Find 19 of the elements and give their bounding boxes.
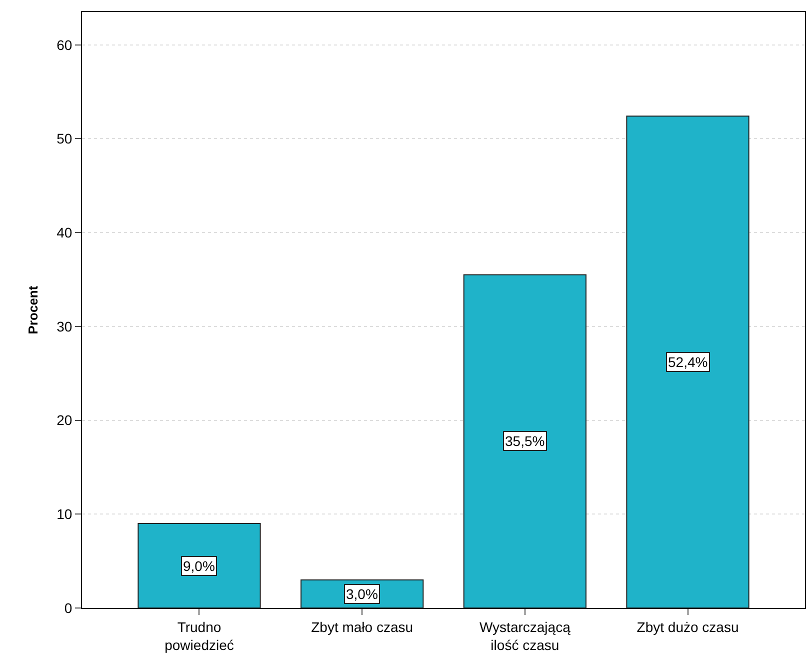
y-tick-label: 30 <box>56 318 72 334</box>
y-tick-label: 50 <box>56 130 72 147</box>
bar <box>463 274 586 608</box>
y-tick-label: 10 <box>56 506 72 522</box>
y-tick-label: 60 <box>56 36 72 53</box>
data-label: 52,4% <box>668 354 708 370</box>
y-tick-label: 20 <box>56 412 72 428</box>
y-tick-label: 0 <box>64 600 72 616</box>
bar <box>138 523 261 608</box>
x-tick-label: Wystarczającą ilość czasu <box>479 618 571 653</box>
data-label: 35,5% <box>505 433 545 449</box>
y-tick-label: 40 <box>56 224 72 240</box>
data-label: 3,0% <box>346 586 378 602</box>
x-tick-label: Zbyt dużo czasu <box>636 618 739 635</box>
y-axis-title: Procent <box>26 285 41 334</box>
bar <box>626 116 750 608</box>
x-tick-label: Zbyt mało czasu <box>311 618 414 635</box>
x-tick-label: Trudno powiedzieć <box>164 618 234 653</box>
data-label: 9,0% <box>183 558 215 574</box>
